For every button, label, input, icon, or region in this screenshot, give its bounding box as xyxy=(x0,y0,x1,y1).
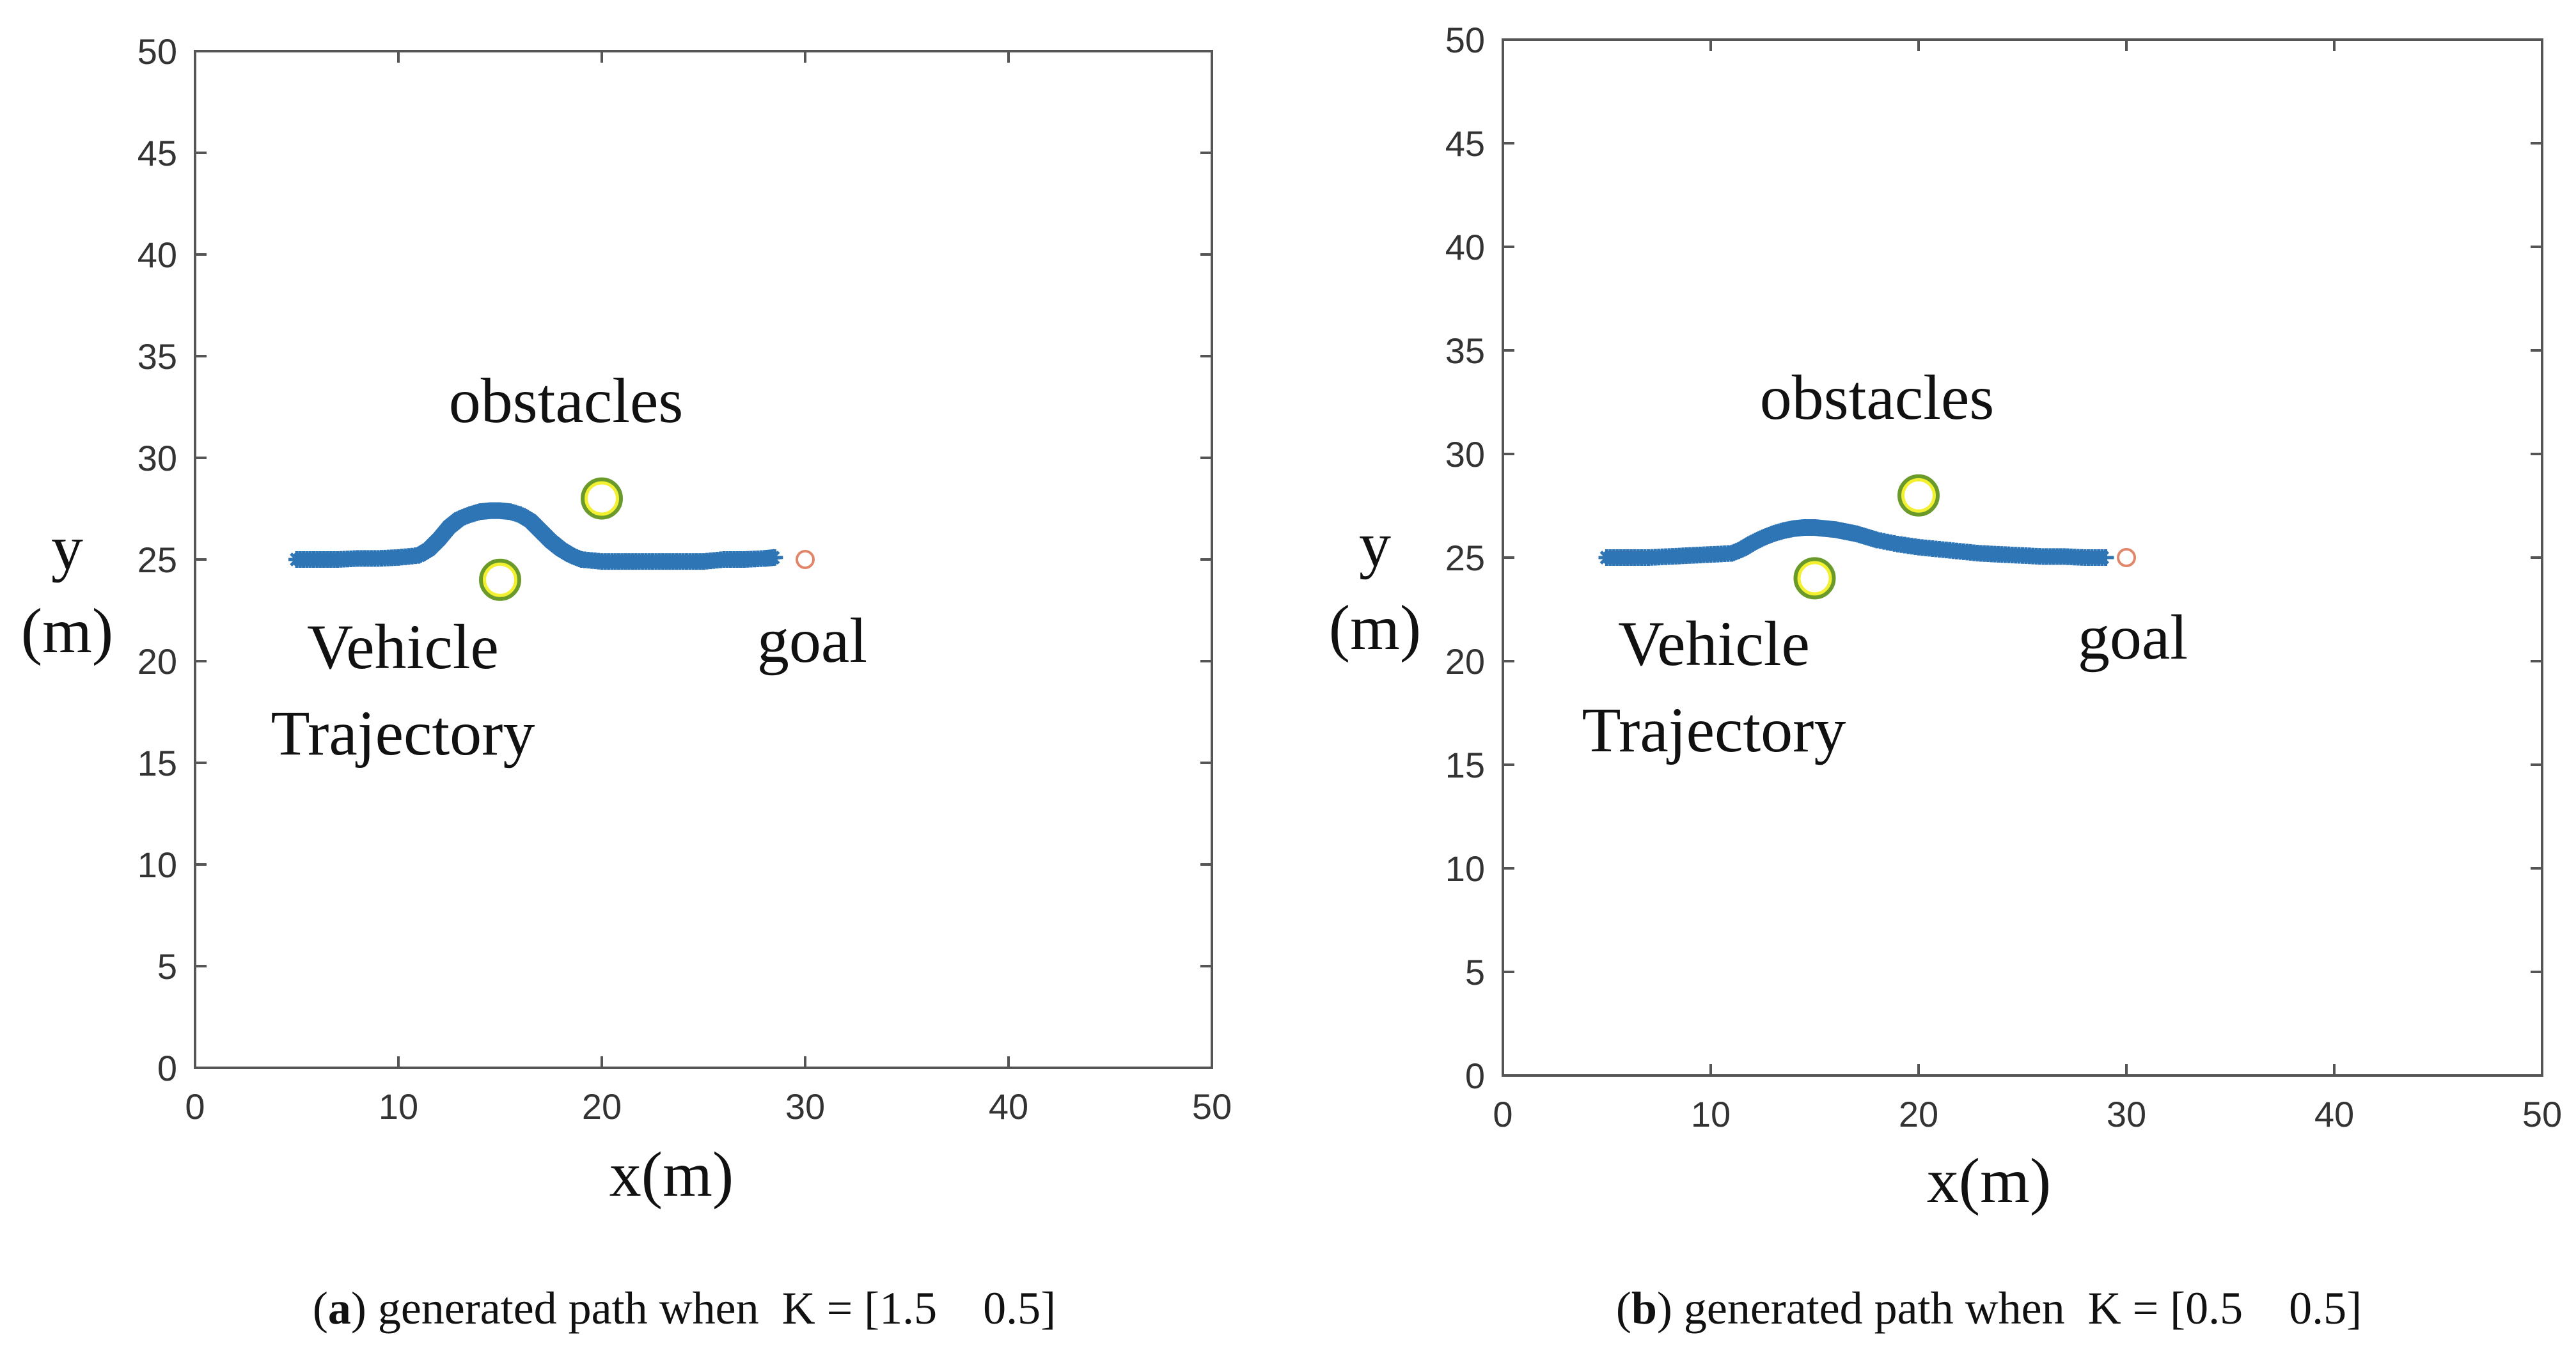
y-axis-label: y xyxy=(51,512,83,583)
x-tick-label: 20 xyxy=(1899,1094,1938,1134)
trajectory-point xyxy=(2097,549,2114,566)
panel-caption: (a) generated path when K = [1.5 0.5] xyxy=(313,1283,1056,1334)
annotation-goal: goal xyxy=(2078,602,2188,673)
y-axis-label: y xyxy=(1359,509,1391,580)
y-tick-label: 45 xyxy=(137,133,177,173)
x-tick-label: 0 xyxy=(1493,1094,1512,1134)
y-tick-label: 0 xyxy=(157,1048,177,1088)
panel-b: 0 10 20 30 40 50 0 5 10 15 20 25 30 35 40 45 50 y (m) x(… xyxy=(1329,20,2562,1334)
y-tick-label: 20 xyxy=(1445,641,1485,682)
x-axis-label: x(m) xyxy=(1927,1145,2051,1216)
obstacle-marker-center xyxy=(588,484,616,513)
x-tick-label: 50 xyxy=(1192,1086,1232,1127)
y-tick-label: 15 xyxy=(1445,745,1485,785)
caption-text: generated path when K = [0.5 0.5] xyxy=(1684,1283,2362,1334)
x-tick-label: 30 xyxy=(785,1086,825,1127)
x-tick-label: 10 xyxy=(379,1086,418,1127)
goal-marker xyxy=(2117,548,2136,567)
annotation-trajectory: Trajectory xyxy=(1582,694,1846,765)
y-axis-label-unit: (m) xyxy=(1329,592,1421,663)
y-tick-label: 40 xyxy=(1445,227,1485,267)
trajectory-point xyxy=(766,549,783,566)
caption-letter: b xyxy=(1631,1283,1657,1334)
x-tick-label: 20 xyxy=(582,1086,622,1127)
y-tick-label: 35 xyxy=(1445,331,1485,371)
panel-caption: (b) generated path when K = [0.5 0.5] xyxy=(1616,1283,2362,1334)
y-tick-label: 45 xyxy=(1445,123,1485,164)
annotation-obstacles: obstacles xyxy=(1760,362,1995,433)
annotation-vehicle: Vehicle xyxy=(307,611,499,682)
plot-marks: 0 10 20 30 40 50 0 5 10 15 20 25 30 35 40 45 50 xyxy=(1445,20,2562,1134)
caption-letter: a xyxy=(328,1283,351,1334)
panel-a: 0 10 20 30 40 50 0 5 10 15 20 25 30 35 40 45 50 y (m) x(… xyxy=(21,31,1232,1334)
x-tick-label: 40 xyxy=(989,1086,1028,1127)
y-tick-label: 10 xyxy=(1445,849,1485,889)
y-tick-label: 30 xyxy=(137,438,177,478)
x-tick-label: 0 xyxy=(185,1086,205,1127)
y-tick-label: 15 xyxy=(137,743,177,783)
plot-marks: 0 10 20 30 40 50 0 5 10 15 20 25 30 35 40 45 50 xyxy=(137,31,1232,1127)
y-tick-label: 25 xyxy=(1445,538,1485,578)
annotation-obstacles: obstacles xyxy=(449,365,684,436)
y-tick-label: 5 xyxy=(157,946,177,987)
y-tick-label: 25 xyxy=(137,540,177,580)
y-tick-label: 5 xyxy=(1465,952,1485,992)
x-tick-label: 30 xyxy=(2107,1094,2146,1134)
y-tick-label: 10 xyxy=(137,845,177,885)
obstacle-marker-center xyxy=(1905,481,1933,510)
goal-marker xyxy=(796,550,815,569)
annotation-vehicle: Vehicle xyxy=(1618,608,1810,679)
obstacle-marker-center xyxy=(486,565,514,594)
y-tick-label: 0 xyxy=(1465,1056,1485,1096)
y-axis-label-unit: (m) xyxy=(21,595,113,666)
x-axis-label: x(m) xyxy=(609,1139,734,1210)
y-tick-label: 35 xyxy=(137,336,177,377)
annotation-trajectory: Trajectory xyxy=(271,698,535,769)
x-tick-label: 40 xyxy=(2314,1094,2354,1134)
obstacle-marker-center xyxy=(1800,564,1829,593)
y-tick-label: 50 xyxy=(137,31,177,72)
y-tick-label: 40 xyxy=(137,235,177,275)
annotation-goal: goal xyxy=(757,605,867,676)
x-tick-label: 50 xyxy=(2522,1094,2562,1134)
x-tick-label: 10 xyxy=(1691,1094,1731,1134)
y-tick-label: 50 xyxy=(1445,20,1485,60)
y-tick-label: 30 xyxy=(1445,434,1485,474)
caption-text: generated path when K = [1.5 0.5] xyxy=(378,1283,1056,1334)
y-tick-label: 20 xyxy=(137,641,177,682)
